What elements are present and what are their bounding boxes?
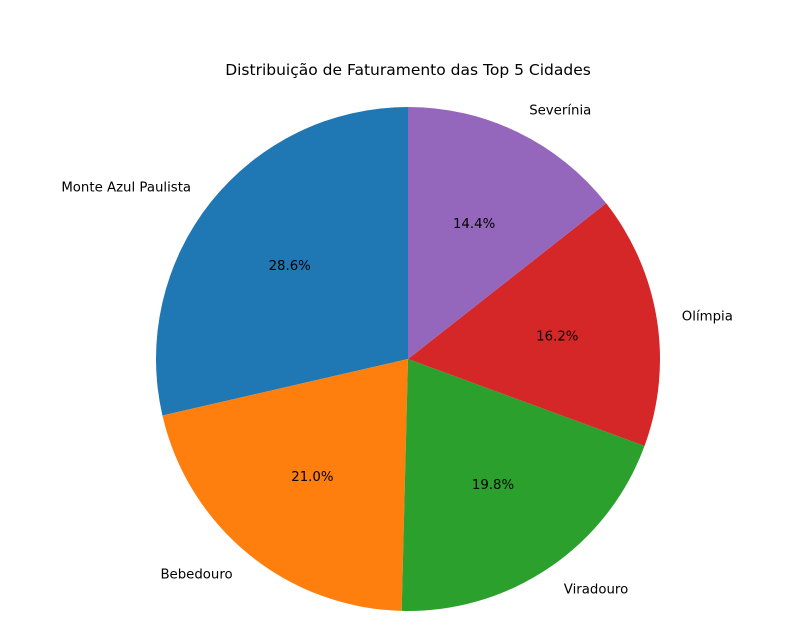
slice-label-1: Bebedouro <box>160 568 232 583</box>
slice-label-0: Monte Azul Paulista <box>61 180 191 195</box>
slice-percent-0: 28.6% <box>269 259 311 274</box>
slice-percent-1: 21.0% <box>291 470 333 485</box>
pie-slice-4 <box>408 107 607 359</box>
chart-title: Distribuição de Faturamento das Top 5 Ci… <box>225 61 591 79</box>
slice-label-2: Viradouro <box>564 582 628 597</box>
pie-slice-2 <box>401 359 645 611</box>
pie-slices <box>155 107 660 611</box>
slice-percent-4: 14.4% <box>453 217 495 232</box>
slice-percent-3: 16.2% <box>536 329 578 344</box>
pie-slice-0 <box>155 107 408 416</box>
slice-label-4: Severínia <box>529 103 591 119</box>
slice-percent-2: 19.8% <box>472 478 514 493</box>
pie-slice-3 <box>408 203 660 446</box>
pie-labels: Monte Azul Paulista 28.6% Bebedouro 21.0% Vi… <box>61 103 733 598</box>
slice-label-3: Olímpia <box>682 309 733 325</box>
pie-slice-1 <box>162 359 408 611</box>
